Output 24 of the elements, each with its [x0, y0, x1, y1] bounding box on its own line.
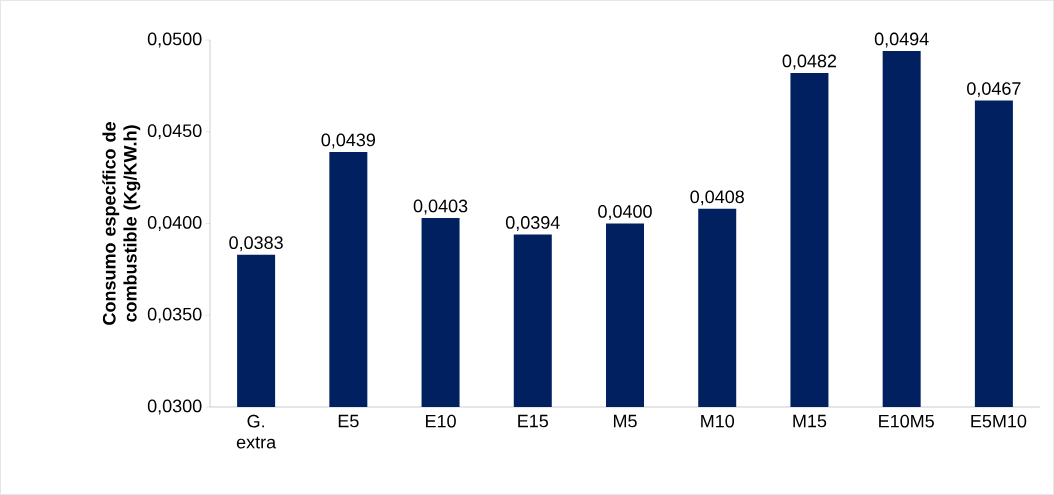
y-tick-label: 0,0450: [147, 124, 202, 140]
x-tick-label: M5: [613, 414, 637, 428]
data-label: 0,0394: [505, 216, 560, 231]
x-tick-label: E15: [518, 414, 549, 428]
x-tick-label: E10: [426, 414, 456, 428]
data-label: 0,0408: [690, 190, 744, 206]
x-tick-label: E5M10: [971, 414, 1027, 428]
y-axis-title: Consumo específico de combustible (Kg/KW.h): [102, 122, 141, 325]
x-tick-label: E5: [338, 414, 359, 428]
x-tick-label: G. extra: [236, 414, 277, 449]
x-tick-label: M10: [701, 414, 735, 428]
data-label: 0,0403: [413, 199, 468, 215]
data-label: 0,0482: [782, 54, 837, 70]
data-label: 0,0439: [321, 133, 375, 149]
y-tick-label: 0,0350: [147, 307, 202, 323]
x-tick-label: M15: [793, 414, 827, 428]
data-label: 0,0383: [229, 236, 283, 252]
x-tick-label: E10M5: [879, 414, 934, 428]
data-label: 0,0494: [874, 32, 929, 48]
y-tick-label: 0,0500: [147, 32, 202, 48]
y-tick-label: 0,0400: [147, 216, 202, 231]
y-tick-label: 0,0300: [147, 399, 202, 415]
data-label: 0,0400: [598, 205, 652, 220]
data-label: 0,0467: [967, 82, 1021, 98]
